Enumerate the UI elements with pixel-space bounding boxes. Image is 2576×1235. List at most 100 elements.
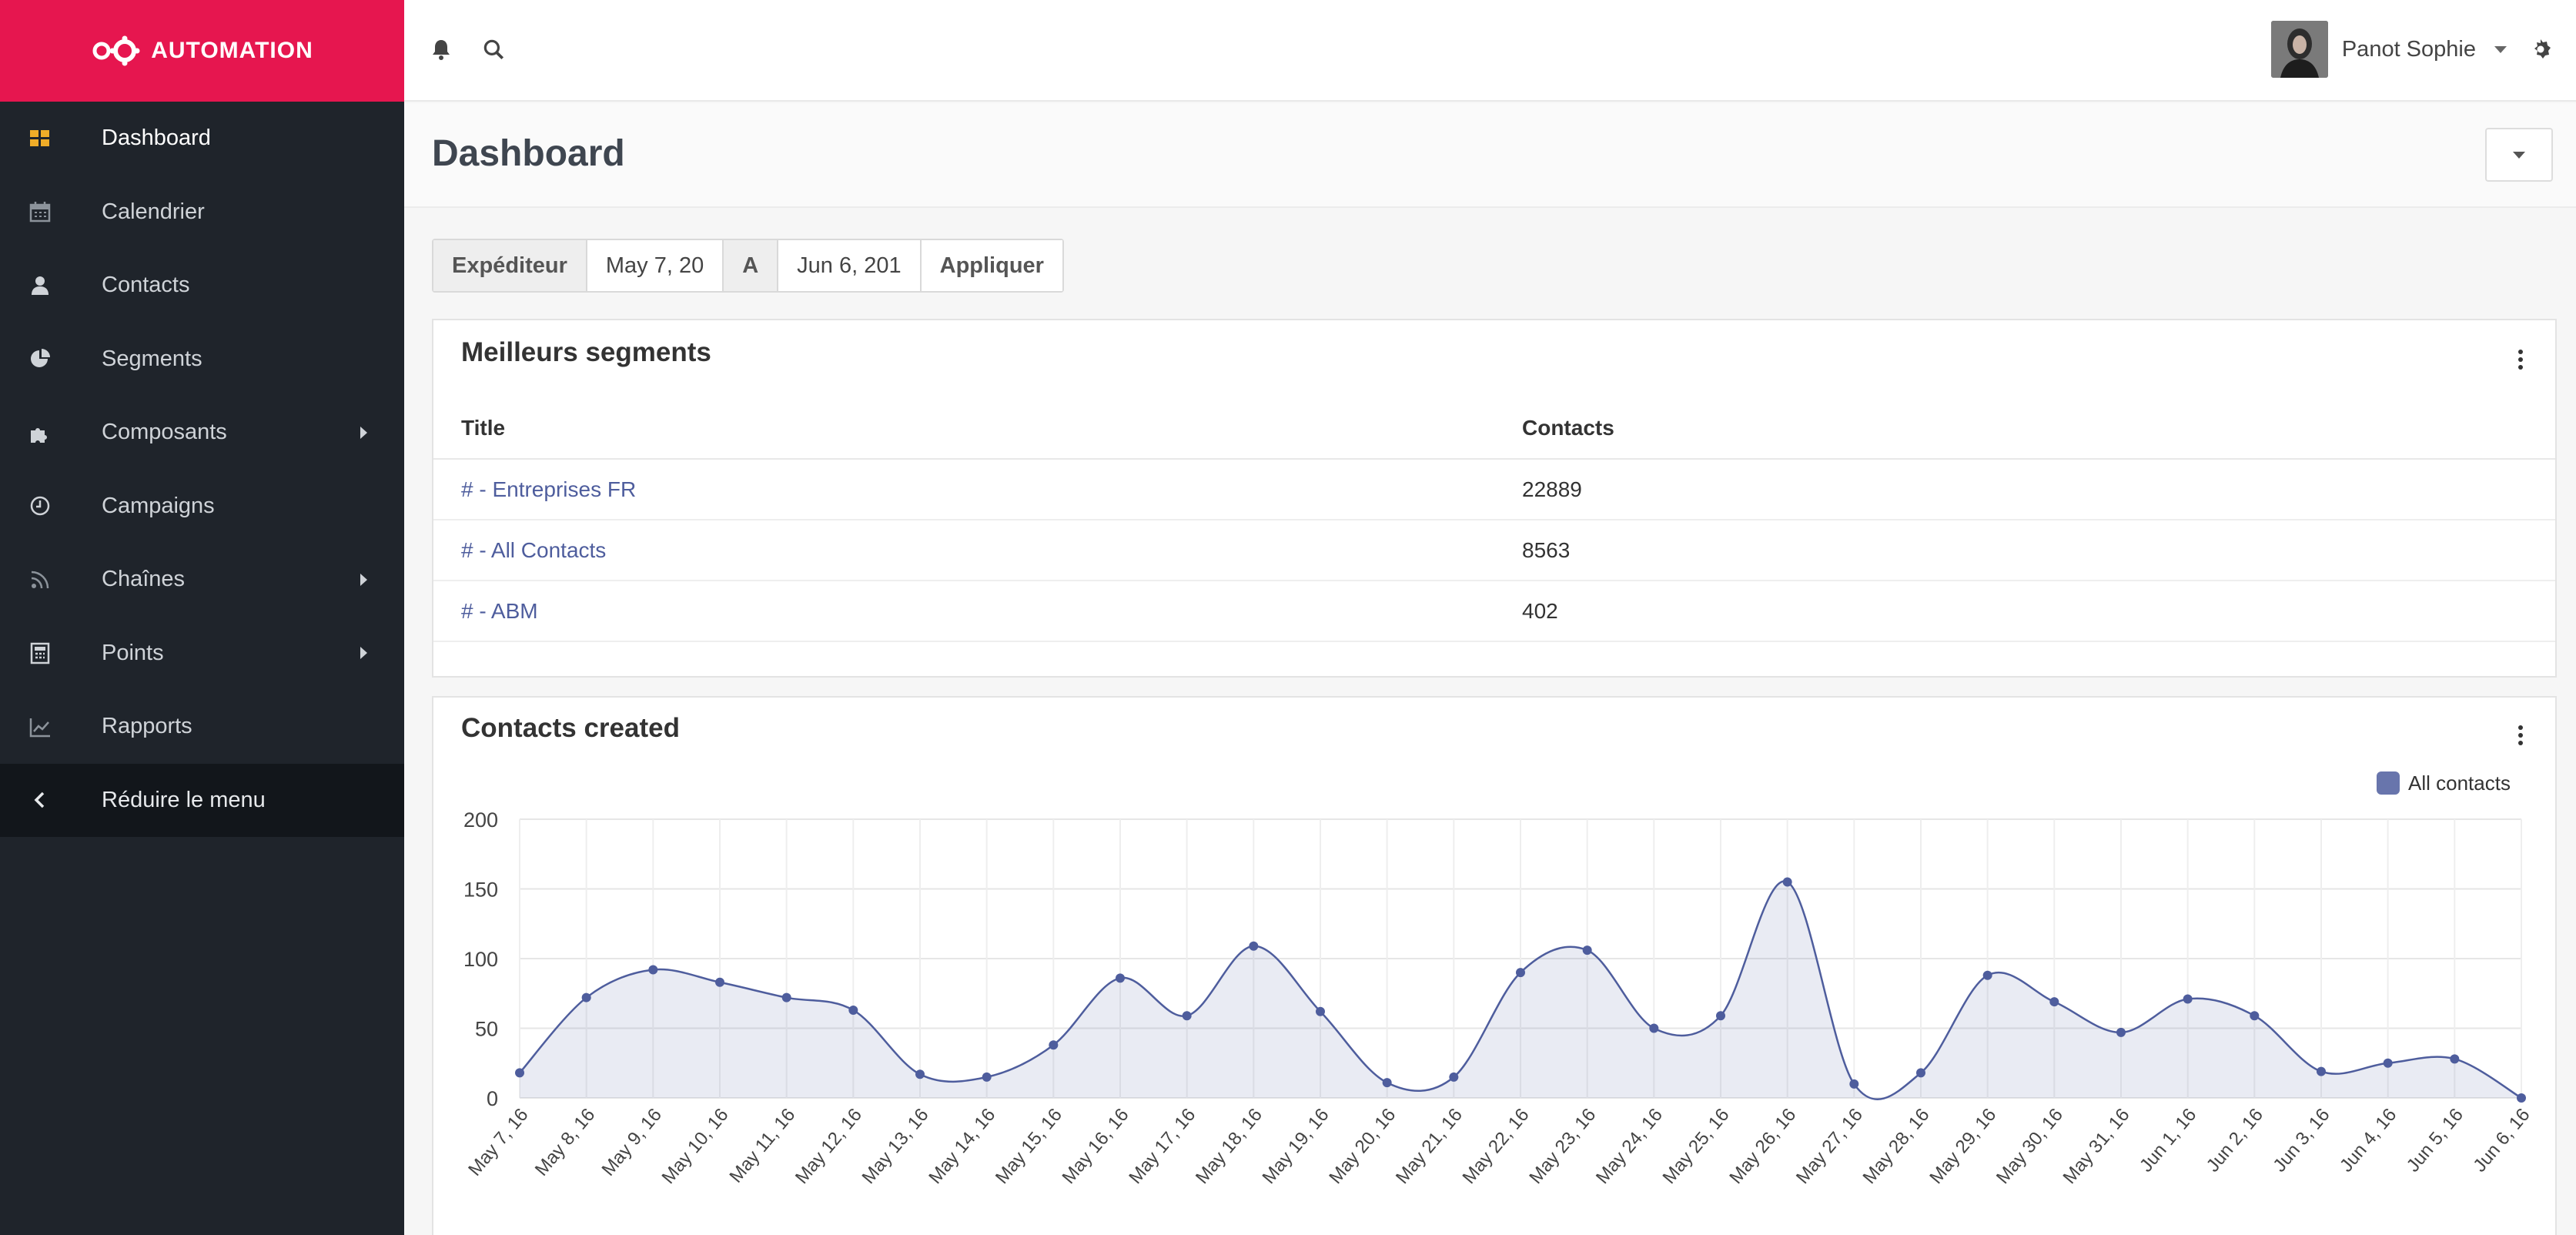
x-tick-label: May 18, 16 [1192,1105,1266,1188]
x-tick-label: May 7, 16 [464,1105,532,1180]
table-row: # - ABM 402 [433,581,2555,642]
segment-contacts: 8563 [1522,520,2555,581]
sidebar-item-label: Rapports [102,714,192,739]
from-date-input[interactable]: May 7, 20 [587,240,724,291]
segments-table: Title Contacts # - Entreprises FR 22889 … [433,397,2555,642]
x-tick-label: Jun 1, 16 [2136,1105,2200,1176]
bell-icon[interactable] [424,32,458,66]
contacts-created-panel: Contacts created 0 50 100 150 200 May 7, 16 Ma… [432,696,2557,1235]
data-point [1782,877,1792,887]
segment-link[interactable]: # - All Contacts [433,520,1522,581]
segment-contacts: 402 [1522,581,2555,642]
panel-menu-icon[interactable] [2517,725,2524,745]
chevron-down-icon [2513,151,2525,159]
sidebar-item-label: Dashboard [102,126,211,151]
data-point [1716,1011,1725,1021]
legend-swatch [2377,771,2400,795]
x-tick-label: May 11, 16 [725,1105,799,1187]
y-tick-label: 50 [475,1018,498,1041]
panel-menu-icon[interactable] [2517,350,2524,370]
x-tick-label: May 30, 16 [1992,1105,2067,1188]
sidebar-item-label: Calendrier [102,199,205,224]
column-header-title: Title [433,397,1522,460]
sidebar-nav: Dashboard Calendrier Contacts Segments C… [0,102,404,837]
gear-icon[interactable] [2525,34,2556,65]
x-tick-label: May 27, 16 [1792,1105,1867,1188]
puzzle-icon [23,421,57,444]
to-date-input[interactable]: Jun 6, 201 [778,240,922,291]
x-tick-label: May 21, 16 [1392,1105,1467,1188]
segment-link[interactable]: # - Entreprises FR [433,459,1522,520]
data-point [648,965,658,975]
sidebar-item-label: Points [102,640,164,665]
date-range-filter: Expéditeur May 7, 20 A Jun 6, 201 Appliq… [432,239,1064,293]
data-point [1116,973,1125,983]
x-tick-label: May 9, 16 [598,1105,666,1180]
x-tick-label: Jun 2, 16 [2203,1105,2267,1176]
x-tick-label: May 28, 16 [1859,1105,1934,1188]
series-area [520,881,2521,1099]
data-point [581,992,591,1002]
sidebar-item-campaigns[interactable]: Campaigns [0,470,404,544]
sidebar-item-dashboard[interactable]: Dashboard [0,102,404,176]
x-tick-label: May 13, 16 [858,1105,933,1188]
to-label: A [724,240,779,291]
page-title: Dashboard [432,133,625,174]
x-tick-label: May 12, 16 [791,1105,866,1188]
sidebar-item-contacts[interactable]: Contacts [0,249,404,323]
y-tick-label: 200 [463,808,498,832]
y-tick-label: 150 [463,879,498,902]
user-icon [23,274,57,297]
calculator-icon [23,641,57,664]
sidebar-item-composants[interactable]: Composants [0,396,404,470]
legend-label: All contacts [2408,771,2511,795]
data-point [915,1069,925,1079]
sidebar-item-calendrier[interactable]: Calendrier [0,176,404,249]
avatar [2270,21,2328,78]
sidebar-item-segments[interactable]: Segments [0,323,404,397]
logo-icon [92,35,140,66]
x-tick-label: May 19, 16 [1259,1105,1333,1188]
top-segments-panel: Meilleurs segments Title Contacts # - En… [432,319,2557,678]
data-point [715,977,724,987]
brand-name: AUTOMATION [151,38,313,63]
x-tick-label: May 31, 16 [2059,1105,2134,1188]
data-point [1916,1068,1925,1078]
sidebar-item-rapports[interactable]: Rapports [0,690,404,764]
table-row: # - All Contacts 8563 [433,520,2555,581]
dashboard-icon [23,127,57,150]
sidebar: AUTOMATION Dashboard Calendrier Contacts… [0,0,404,1235]
data-point [2383,1058,2393,1068]
x-tick-label: May 26, 16 [1725,1105,1800,1188]
panel-title: Meilleurs segments [461,337,711,367]
calendar-icon [23,200,57,223]
y-tick-label: 100 [463,948,498,971]
data-point [2317,1066,2326,1076]
user-menu[interactable]: Panot Sophie [2270,20,2507,79]
data-point [2450,1054,2460,1064]
search-icon[interactable] [477,32,510,66]
x-tick-label: May 20, 16 [1325,1105,1400,1188]
data-point [1982,970,1992,980]
x-tick-label: May 22, 16 [1459,1105,1534,1188]
data-point [1582,945,1592,956]
chevron-right-icon [360,573,367,586]
rss-icon [23,568,57,591]
sidebar-item-chaines[interactable]: Chaînes [0,543,404,617]
user-name: Panot Sophie [2341,36,2476,62]
x-tick-label: May 10, 16 [658,1105,733,1188]
data-point [781,992,791,1002]
options-dropdown-button[interactable] [2485,128,2553,182]
segment-link[interactable]: # - ABM [433,581,1522,642]
sidebar-item-points[interactable]: Points [0,617,404,691]
collapse-menu-label: Réduire le menu [102,787,266,812]
x-tick-label: May 8, 16 [531,1105,599,1180]
x-tick-label: Jun 5, 16 [2403,1105,2467,1176]
x-tick-label: May 17, 16 [1125,1105,1199,1188]
clock-icon [23,494,57,517]
data-point [2183,994,2193,1004]
collapse-menu-button[interactable]: Réduire le menu [0,763,404,837]
apply-button[interactable]: Appliquer [921,240,1062,291]
brand-header[interactable]: AUTOMATION [0,0,404,102]
